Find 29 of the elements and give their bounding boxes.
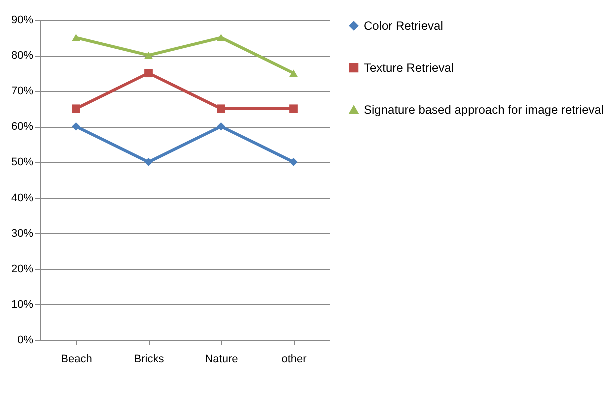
y-tick-label: 50% <box>11 156 34 169</box>
point <box>72 34 80 42</box>
x-tick-label: other <box>282 354 308 366</box>
y-tick-label: 60% <box>11 121 34 134</box>
point <box>144 52 153 60</box>
point <box>290 70 298 77</box>
point <box>217 34 226 42</box>
point <box>144 158 153 166</box>
point <box>290 104 298 114</box>
y-tick-label: 90% <box>11 14 34 26</box>
legend-label: Texture Retrieval <box>364 61 454 75</box>
y-tick-label: 70% <box>11 86 34 98</box>
y-tick-label: 10% <box>11 298 34 311</box>
x-tick-label: Beach <box>61 354 92 366</box>
legend-label: Signature based approach for image retrieval <box>364 103 604 117</box>
legend-label: Color Retrieval <box>364 19 444 33</box>
y-tick-label: 20% <box>11 263 34 276</box>
point <box>72 122 80 131</box>
y-tick-label: 80% <box>11 50 34 62</box>
point <box>72 104 80 114</box>
point <box>144 69 153 78</box>
y-tick-label: 40% <box>11 192 34 204</box>
point <box>217 104 226 114</box>
x-tick-label: Nature <box>205 354 238 366</box>
point <box>217 122 226 131</box>
x-tick-label: Bricks <box>134 354 165 366</box>
y-tick-label: 30% <box>11 228 34 240</box>
point <box>290 158 298 166</box>
y-tick-label: 0% <box>18 334 34 346</box>
